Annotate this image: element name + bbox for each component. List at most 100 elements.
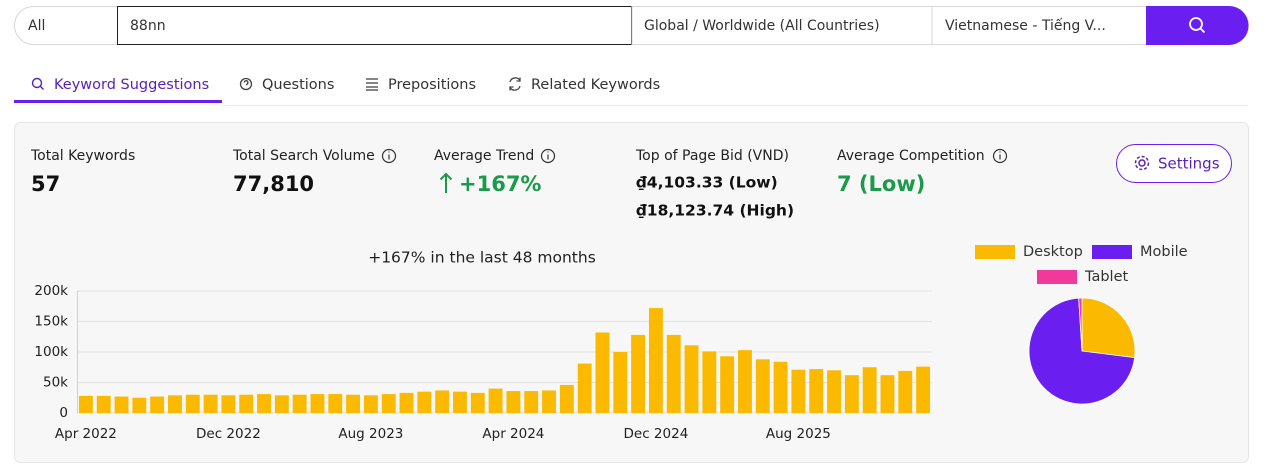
bar [577, 363, 592, 413]
bar [399, 392, 414, 413]
bar [666, 334, 681, 413]
x-tick-label: Dec 2022 [196, 426, 261, 442]
tab-icon [509, 77, 521, 91]
trend-arrow [439, 172, 453, 193]
info-icon[interactable] [381, 148, 397, 164]
location-select[interactable]: Global / Worldwide (All Countries) [644, 18, 880, 34]
legend-swatch [1092, 245, 1132, 259]
bar [880, 375, 895, 413]
legend-swatch [1037, 270, 1077, 284]
query-input[interactable] [117, 6, 632, 45]
legend-label: Desktop [1023, 244, 1083, 260]
legend-label: Tablet [1084, 269, 1128, 285]
gear-icon [1134, 155, 1150, 171]
scope-select[interactable]: All [28, 18, 45, 34]
query-text: 88nn [130, 18, 166, 34]
bar [346, 394, 361, 413]
stat-value: 7 (Low) [837, 172, 925, 196]
charts: +167% in the last 48 months 0 50k 100k 150k 2… [34, 244, 1187, 442]
pie-slice [1078, 297, 1083, 352]
bar [827, 370, 841, 413]
bar [898, 370, 913, 413]
bar [78, 395, 93, 413]
bar [96, 395, 111, 413]
stat-value: 57 [31, 172, 60, 196]
bar [524, 391, 539, 413]
bar [488, 388, 503, 413]
stat-label: Total Keywords [30, 148, 135, 164]
bar [221, 395, 236, 413]
legend-swatch [975, 245, 1015, 259]
tab[interactable]: Prepositions [388, 77, 476, 93]
active-tab-indicator [14, 100, 222, 103]
settings-button[interactable] [1116, 144, 1232, 183]
y-tick-label: 150k [34, 314, 68, 330]
y-tick-label: 0 [59, 405, 68, 421]
bar [470, 392, 485, 413]
bar [274, 395, 289, 413]
bar [720, 356, 735, 413]
tab-icon [239, 77, 253, 91]
language-select[interactable]: Vietnamese - Tiếng V... [945, 17, 1106, 34]
bar [381, 394, 396, 413]
bar [168, 395, 182, 413]
tab[interactable]: Keyword Suggestions [54, 77, 209, 93]
bar [542, 390, 556, 413]
info-icon[interactable] [540, 148, 556, 164]
bar [916, 366, 931, 413]
bar [239, 394, 254, 413]
y-tick-label: 200k [34, 283, 68, 299]
y-tick-label: 50k [43, 375, 68, 391]
x-tick-label: Aug 2023 [338, 426, 403, 442]
bar [363, 395, 378, 413]
bar [613, 352, 628, 413]
tab[interactable]: Related Keywords [531, 77, 660, 93]
legend-label: Mobile [1140, 244, 1188, 260]
bid-high: ₫18,123.74 (High) [636, 202, 794, 220]
stat-label: Total Search Volume [232, 148, 375, 164]
bar [862, 367, 877, 413]
bar [791, 369, 806, 413]
bar [310, 394, 325, 413]
bar [150, 396, 165, 413]
settings-label: Settings [1158, 155, 1220, 173]
bar [203, 394, 218, 413]
bar [417, 391, 432, 413]
bar [595, 332, 610, 413]
bar [844, 375, 859, 413]
bar [631, 334, 646, 413]
bar [809, 369, 824, 413]
bar [453, 391, 467, 413]
stats-panel [14, 122, 1249, 463]
bar [292, 394, 307, 413]
bar [132, 397, 147, 413]
x-tick-label: Aug 2025 [766, 426, 831, 442]
y-tick-label: 100k [34, 344, 68, 360]
search-icon [1189, 17, 1206, 34]
bar [328, 394, 343, 413]
stat-label: Average Trend [434, 148, 534, 164]
bar [257, 394, 271, 413]
bar [773, 361, 788, 413]
stat-label: Average Competition [837, 148, 985, 164]
bar [702, 351, 717, 413]
bar [684, 345, 699, 413]
stat-label: Top of Page Bid (VND) [635, 148, 789, 164]
bar [435, 390, 450, 413]
pie-slice [1028, 297, 1136, 405]
x-tick-label: Dec 2024 [624, 426, 689, 442]
chart-title: +167% in the last 48 months [368, 249, 596, 267]
bar [648, 308, 663, 413]
bar [755, 359, 770, 413]
tab[interactable]: Questions [262, 77, 334, 93]
info-icon[interactable] [992, 148, 1008, 164]
tab-icon [31, 77, 44, 90]
x-tick-label: Apr 2022 [55, 426, 117, 442]
stat-value: +167% [459, 172, 541, 196]
search-button[interactable] [1146, 6, 1249, 45]
bar [185, 394, 200, 413]
bid-low: ₫4,103.33 (Low) [636, 174, 778, 192]
bar [738, 350, 752, 413]
